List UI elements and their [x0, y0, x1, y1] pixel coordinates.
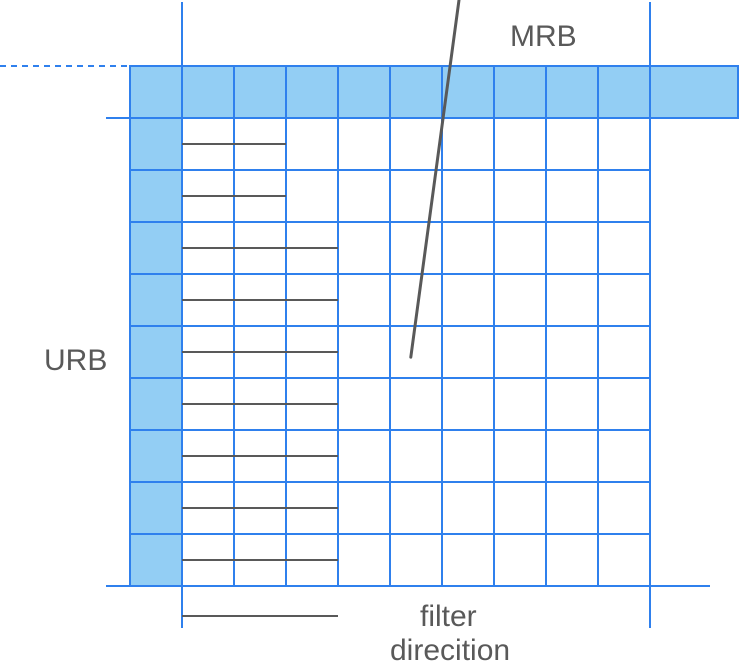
mrb-top-band	[130, 66, 738, 118]
grid-buffer-diagram: MRB URB filter direcition	[0, 0, 740, 666]
label-mrb: MRB	[510, 20, 577, 53]
label-filter-line2: direcition	[390, 634, 510, 666]
urb-left-band	[130, 118, 182, 586]
label-urb: URB	[44, 344, 107, 377]
label-filter-line1: filter	[420, 600, 477, 633]
mrb-pointer-line	[411, 0, 459, 357]
